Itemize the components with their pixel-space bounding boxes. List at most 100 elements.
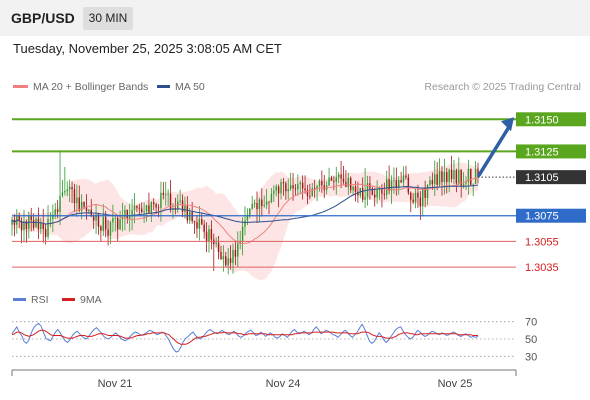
candle-body <box>268 201 270 203</box>
candle-body <box>145 205 148 212</box>
candle-body <box>373 194 376 198</box>
candle-body <box>378 189 381 191</box>
candle-body <box>23 221 25 231</box>
candle-body <box>477 168 479 178</box>
legend-9ma: 9MA <box>62 294 102 306</box>
candle-body <box>35 218 37 228</box>
candle-body <box>246 215 249 221</box>
candle-body <box>258 199 261 210</box>
candle-body <box>165 194 167 196</box>
candle-body <box>237 243 239 257</box>
candle-body <box>47 219 49 237</box>
candle-body <box>49 218 52 220</box>
candle-body <box>253 203 256 204</box>
candle-body <box>438 171 441 185</box>
candle-body <box>20 221 23 231</box>
pivot-label: 1.3075 <box>525 211 559 223</box>
candle-body <box>429 180 431 185</box>
candle-body <box>234 250 237 257</box>
candle-body <box>402 175 405 183</box>
time-axis: Nov 21 Nov 24 Nov 25 <box>11 369 517 390</box>
candle-body <box>30 216 32 221</box>
candle-body <box>321 180 323 186</box>
candle-body <box>381 189 383 194</box>
candle-body <box>292 185 294 189</box>
candle-body <box>410 192 412 200</box>
candle-body <box>285 183 287 192</box>
resistance-label: 1.3150 <box>525 114 559 126</box>
candle-body <box>265 201 268 205</box>
candle-body <box>97 214 100 227</box>
timeframe-button[interactable]: 30 MIN <box>83 7 133 30</box>
candle-body <box>371 188 374 195</box>
candle-body <box>301 182 304 189</box>
candle-body <box>203 224 205 232</box>
candle-body <box>42 222 44 229</box>
candle-body <box>193 221 196 223</box>
candle-body <box>121 216 124 220</box>
candle-body <box>453 170 455 180</box>
candle-body <box>61 192 64 197</box>
candle-body <box>208 229 210 242</box>
candle-body <box>443 172 446 183</box>
timestamp: Tuesday, November 25, 2025 3:08:05 AM CE… <box>13 41 282 56</box>
forecast-arrowhead <box>501 117 514 132</box>
candle-body <box>263 204 265 207</box>
moving-averages <box>11 177 479 245</box>
rsi-line <box>11 322 479 353</box>
candle-body <box>407 177 410 193</box>
candle-body <box>273 190 275 195</box>
candle-body <box>256 203 258 210</box>
ma20-swatch <box>13 84 28 88</box>
candle-body <box>474 168 477 184</box>
candle-body <box>73 189 76 204</box>
candle-body <box>280 182 282 194</box>
candle-body <box>460 169 462 187</box>
candle-body <box>150 202 153 213</box>
candle-body <box>357 191 359 196</box>
candle-body <box>289 185 292 189</box>
symbol-label: GBP/USD <box>11 10 75 26</box>
x-tick-label: Nov 21 <box>98 378 133 390</box>
candle-body <box>138 207 141 209</box>
candle-body <box>424 188 426 198</box>
candle-body <box>318 180 321 187</box>
candle-body <box>232 250 234 263</box>
candle-body <box>131 210 133 217</box>
candle-body <box>455 170 458 184</box>
candle-body <box>294 188 297 190</box>
legend-ma50: MA 50 <box>157 81 205 93</box>
candle-body <box>400 180 402 183</box>
candle-body <box>124 209 126 217</box>
candle-body <box>88 209 90 212</box>
candle-body <box>383 193 386 195</box>
candle-body <box>398 180 400 189</box>
candle-body <box>458 169 460 184</box>
candle-body <box>37 218 40 230</box>
candle-body <box>434 174 436 185</box>
candle-body <box>217 242 220 253</box>
candle-body <box>342 178 345 183</box>
candle-body <box>174 208 177 209</box>
candle-body <box>287 188 289 192</box>
rsi-swatch <box>13 297 26 301</box>
candle-body <box>222 256 225 260</box>
ma50-swatch <box>157 84 170 88</box>
price-levels: 1.3150 1.3125 1.3105 1.3075 1.3055 1.3035 <box>12 112 586 274</box>
candle-body <box>32 220 35 228</box>
candle-body <box>201 219 203 225</box>
candle-body <box>71 187 73 190</box>
candle-body <box>395 180 398 189</box>
candle-body <box>349 177 352 191</box>
candle-body <box>419 197 422 207</box>
candle-body <box>311 188 313 197</box>
candle-body <box>107 229 109 236</box>
candle-body <box>270 194 273 203</box>
candle-body <box>179 200 181 202</box>
candle-body <box>313 188 316 189</box>
candle-body <box>225 256 227 266</box>
candle-body <box>277 186 280 194</box>
candle-body <box>316 186 318 189</box>
candle-body <box>354 186 357 192</box>
candle-body <box>104 216 107 230</box>
